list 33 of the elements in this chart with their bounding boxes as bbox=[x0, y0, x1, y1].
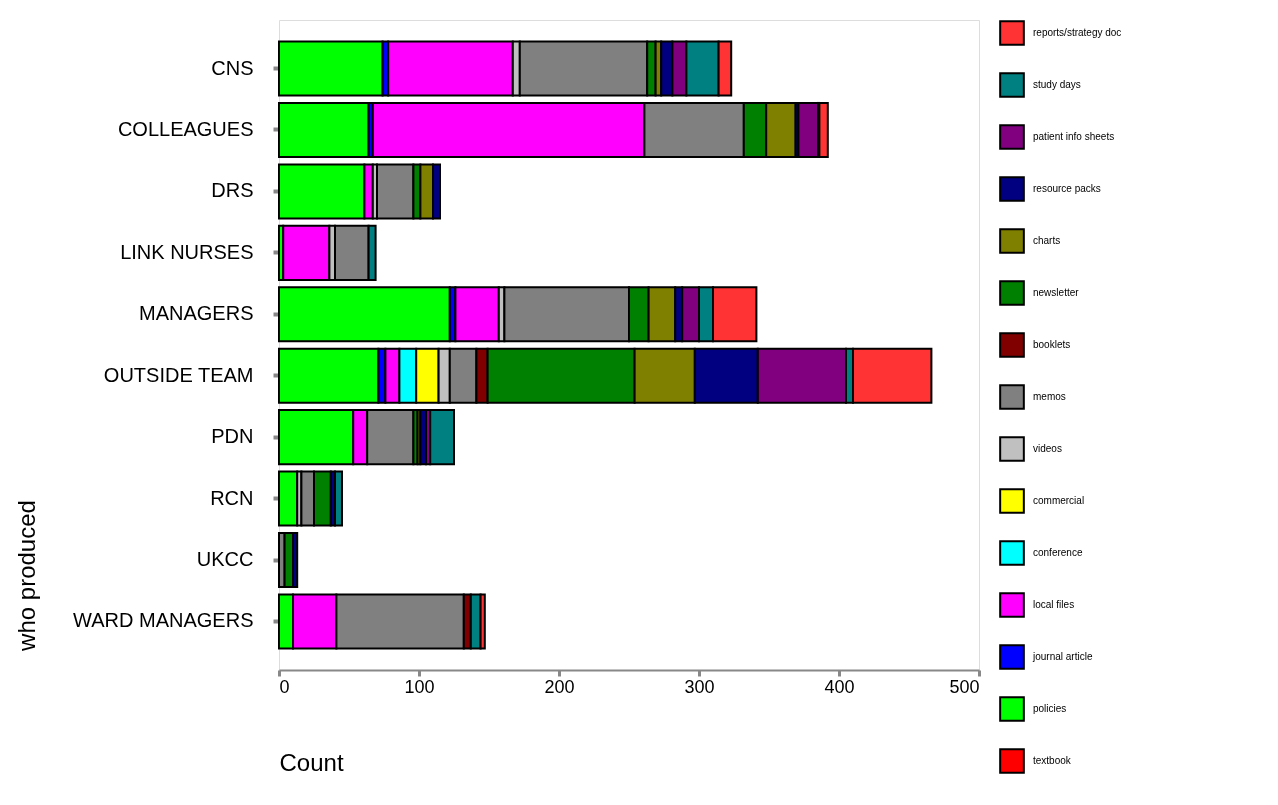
legend-label: textbook bbox=[1033, 755, 1072, 766]
legend-label: memos bbox=[1033, 391, 1066, 402]
legend-label: local files bbox=[1033, 599, 1075, 610]
legend-label: newsletter bbox=[1033, 287, 1080, 298]
y-tick-label: DRS bbox=[211, 179, 254, 202]
y-tick-label: LINK NURSES bbox=[120, 240, 254, 263]
legend-label: resource packs bbox=[1033, 183, 1101, 194]
y-tick-label: CNS bbox=[211, 56, 254, 79]
x-axis-title: Count bbox=[279, 748, 344, 776]
y-tick-label: WARD MANAGERS bbox=[73, 609, 254, 632]
y-tick-label: UKCC bbox=[196, 548, 254, 571]
x-tick-label: 100 bbox=[404, 676, 435, 697]
legend-label: study days bbox=[1033, 79, 1081, 90]
y-tick-label: COLLEAGUES bbox=[117, 117, 254, 140]
legend-label: commercial bbox=[1033, 495, 1085, 506]
legend-label: conference bbox=[1033, 547, 1083, 558]
x-tick-label: 300 bbox=[684, 676, 715, 697]
legend-label: policies bbox=[1033, 703, 1067, 714]
y-axis-title: who produced bbox=[12, 500, 40, 652]
x-tick-label: 200 bbox=[544, 676, 575, 697]
y-tick-label: MANAGERS bbox=[139, 302, 254, 325]
legend-label: charts bbox=[1033, 235, 1061, 246]
x-tick-label: 0 bbox=[279, 676, 290, 697]
legend-label: booklets bbox=[1033, 339, 1071, 350]
x-tick-label: 500 bbox=[949, 676, 980, 697]
y-tick-label: PDN bbox=[211, 425, 254, 448]
legend-label: journal article bbox=[1032, 651, 1093, 662]
y-tick-label: RCN bbox=[210, 486, 254, 509]
legend-label: reports/strategy doc bbox=[1033, 27, 1122, 38]
legend-label: videos bbox=[1033, 443, 1062, 454]
x-tick-label: 400 bbox=[824, 676, 855, 697]
legend-label: patient info sheets bbox=[1033, 131, 1115, 142]
y-tick-label: OUTSIDE TEAM bbox=[103, 363, 254, 386]
